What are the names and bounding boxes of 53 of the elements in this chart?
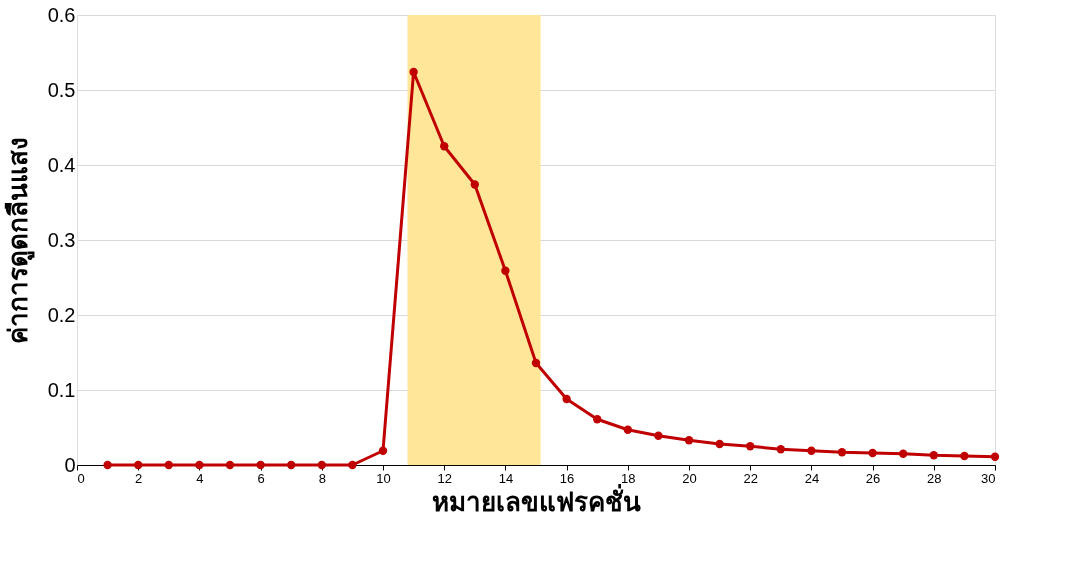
point: [256, 460, 265, 470]
point: [960, 451, 969, 461]
x-tick-label: 22: [743, 470, 758, 486]
point: [348, 460, 357, 470]
x-tick-label: 26: [865, 470, 881, 486]
y-tick-label: 0.6: [47, 3, 76, 26]
point: [593, 415, 602, 424]
x-tick-label: 8: [318, 470, 326, 486]
point: [746, 442, 755, 451]
y-tick-label: 0.3: [47, 228, 76, 251]
x-tick-label: 12: [437, 470, 452, 486]
point: [134, 460, 143, 470]
x-tick-label: 16: [559, 470, 575, 486]
point: [103, 460, 112, 470]
point: [287, 460, 296, 470]
point: [409, 67, 418, 77]
y-tick-label: 0.1: [47, 378, 76, 401]
point: [195, 460, 204, 470]
x-tick-label: 28: [927, 470, 942, 486]
point: [868, 448, 877, 458]
y-tick-label: 0.2: [47, 303, 76, 326]
point: [378, 446, 388, 455]
x-tick-label: 30: [981, 470, 996, 486]
point: [715, 439, 724, 449]
x-tick-label: 14: [498, 470, 514, 486]
point: [990, 452, 1000, 461]
point: [899, 449, 908, 458]
point: [225, 460, 235, 470]
x-tick-label: 2: [135, 470, 143, 486]
x-tick-label: 6: [257, 470, 265, 486]
x-tick-label: 4: [196, 470, 204, 486]
point: [440, 142, 449, 151]
point: [531, 358, 541, 368]
point: [776, 445, 785, 454]
point: [501, 266, 510, 275]
point: [684, 436, 694, 445]
x-tick-label: 24: [804, 470, 820, 486]
point: [807, 446, 816, 455]
y-tick-label: 0.4: [47, 153, 76, 176]
point: [929, 451, 938, 460]
point: [837, 448, 847, 457]
point: [317, 460, 326, 470]
point: [623, 425, 632, 434]
x-tick-label: 18: [621, 470, 636, 486]
point: [164, 460, 173, 470]
y-tick-label: 0.5: [47, 78, 76, 101]
y-axis-title: ค่าการดูดกลืนแสง: [2, 137, 35, 344]
x-tick-label: 10: [376, 470, 391, 486]
point: [562, 394, 571, 404]
point: [654, 431, 663, 440]
x-tick-label: 20: [682, 470, 697, 486]
point: [470, 180, 479, 189]
x-axis-title: หมายเลขแฟรคชั่น: [432, 486, 641, 517]
